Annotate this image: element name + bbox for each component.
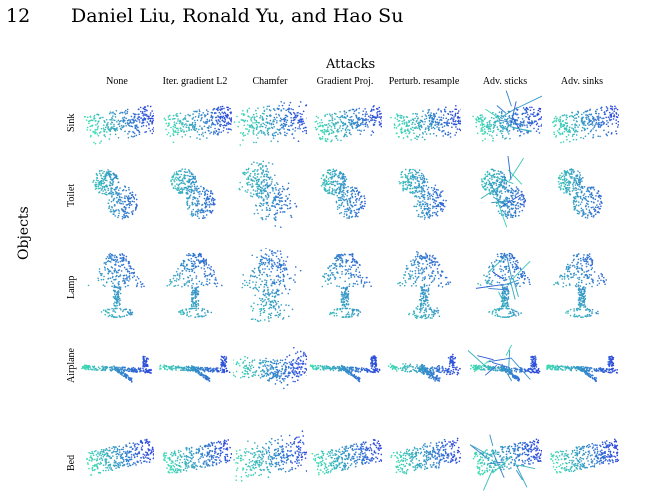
point-cloud-sink-4 [387, 81, 461, 155]
row-label-sink: Sink [66, 113, 77, 132]
point-cloud-lamp-4 [387, 248, 461, 322]
running-authors: Daniel Liu, Ronald Yu, and Hao Su [71, 5, 404, 27]
point-cloud-bed-6 [545, 420, 619, 494]
point-cloud-lamp-2 [233, 248, 307, 322]
point-cloud-lamp-0 [80, 248, 154, 322]
point-cloud-toilet-4 [387, 156, 461, 230]
column-label-4: Perturb. resample [388, 76, 460, 87]
point-cloud-sink-5 [468, 81, 542, 155]
point-cloud-airplane-6 [545, 332, 619, 406]
point-cloud-toilet-2 [233, 156, 307, 230]
point-cloud-toilet-5 [468, 156, 542, 230]
point-cloud-bed-1 [158, 420, 232, 494]
point-cloud-toilet-6 [545, 156, 619, 230]
point-cloud-airplane-0 [80, 332, 154, 406]
column-label-1: Iter. gradient L2 [162, 76, 228, 87]
point-cloud-sink-2 [233, 81, 307, 155]
point-cloud-lamp-5 [468, 248, 542, 322]
point-cloud-lamp-6 [545, 248, 619, 322]
point-cloud-sink-1 [158, 81, 232, 155]
point-cloud-bed-0 [80, 420, 154, 494]
row-label-airplane: Airplane [66, 348, 77, 383]
point-cloud-bed-3 [308, 420, 382, 494]
point-cloud-airplane-1 [158, 332, 232, 406]
point-cloud-bed-4 [387, 420, 461, 494]
point-cloud-bed-5 [468, 420, 542, 494]
row-label-bed: Bed [66, 454, 77, 471]
row-label-lamp: Lamp [66, 275, 77, 299]
point-cloud-lamp-1 [158, 248, 232, 322]
row-label-toilet: Toilet [66, 183, 77, 207]
point-cloud-toilet-1 [158, 156, 232, 230]
point-cloud-toilet-0 [80, 156, 154, 230]
point-cloud-toilet-3 [308, 156, 382, 230]
point-cloud-bed-2 [233, 420, 307, 494]
point-cloud-lamp-3 [308, 248, 382, 322]
point-cloud-sink-6 [545, 81, 619, 155]
point-cloud-airplane-2 [233, 332, 307, 406]
column-label-6: Adv. sinks [560, 76, 604, 87]
column-label-0: None [106, 76, 128, 87]
page-number: 12 [6, 5, 31, 27]
point-cloud-airplane-5 [468, 332, 542, 406]
column-label-5: Adv. sticks [482, 76, 528, 87]
point-cloud-sink-0 [80, 81, 154, 155]
point-cloud-airplane-4 [387, 332, 461, 406]
objects-axis-title: Objects [16, 206, 32, 260]
point-cloud-airplane-3 [308, 332, 382, 406]
page-header: 12 Daniel Liu, Ronald Yu, and Hao Su [0, 0, 658, 40]
column-label-2: Chamfer [252, 76, 288, 87]
attacks-axis-title: Attacks [326, 57, 376, 72]
column-label-3: Gradient Proj. [316, 76, 374, 87]
point-cloud-sink-3 [308, 81, 382, 155]
